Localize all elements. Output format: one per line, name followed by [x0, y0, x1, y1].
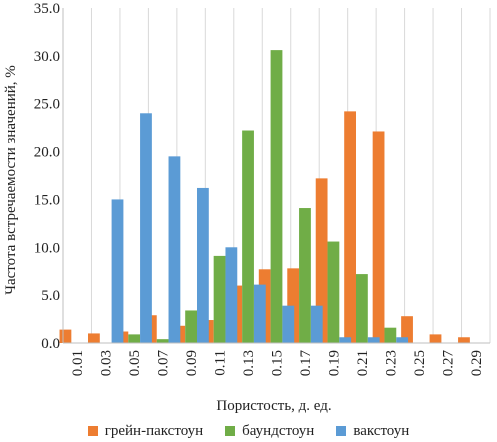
bar-series-0-cat-11 — [372, 131, 385, 343]
x-tick-label: 0.19 — [326, 350, 342, 376]
bar-series-2-cat-5 — [225, 247, 238, 343]
x-tick-label: 0.01 — [70, 350, 86, 376]
x-tick-labels: 0.01 0.03 0.05 0.07 0.09 0.11 0.13 0.15 0.17 0.19… — [70, 350, 485, 377]
bar-series-2-cat-4 — [197, 187, 209, 343]
y-axis-label: Частота встречаемости значений, % — [3, 65, 19, 295]
bar-series-2-cat-2 — [140, 113, 152, 344]
bar-series-1-cat-2 — [128, 334, 141, 343]
bars — [59, 50, 470, 344]
legend-swatch-grain-packstone — [87, 426, 98, 436]
y-tick-label: 0.0 — [41, 336, 60, 352]
bar-series-2-cat-3 — [168, 156, 181, 343]
bar-series-2-cat-6 — [253, 284, 266, 343]
x-axis-label: Пористость, д. ед. — [216, 398, 331, 414]
bar-series-1-cat-10 — [356, 274, 368, 343]
y-tick-label: 10.0 — [34, 240, 60, 256]
bar-series-0-cat-13 — [429, 334, 442, 343]
bar-series-1-cat-3 — [156, 339, 169, 343]
y-tick-label: 15.0 — [34, 192, 60, 208]
x-tick-label: 0.11 — [213, 350, 229, 376]
bar-series-0-cat-12 — [401, 316, 413, 343]
legend-label-grain-packstone: грейн-пакстоун — [104, 422, 204, 439]
legend-item-wackestone: вакстоун — [336, 423, 409, 440]
bar-series-2-cat-7 — [282, 305, 295, 343]
y-tick-label: 25.0 — [34, 97, 60, 113]
x-tick-label: 0.17 — [298, 350, 314, 377]
bar-series-0-cat-0 — [59, 329, 72, 343]
bar-series-2-cat-1 — [111, 199, 124, 343]
x-tick-label: 0.07 — [156, 350, 172, 377]
bar-series-1-cat-11 — [384, 327, 397, 343]
x-tick-label: 0.05 — [127, 350, 143, 376]
x-tick-label: 0.03 — [99, 350, 115, 376]
legend-item-boundstone: баундстоун — [225, 423, 314, 440]
bar-series-1-cat-9 — [327, 241, 340, 343]
bar-series-1-cat-8 — [299, 208, 311, 343]
y-tick-label: 35.0 — [34, 1, 60, 17]
y-tick-label: 5.0 — [41, 288, 60, 304]
legend-label-boundstone: баундстоун — [242, 422, 315, 439]
legend-swatch-boundstone — [225, 426, 236, 436]
bar-series-1-cat-7 — [270, 50, 283, 343]
x-tick-label: 0.15 — [270, 350, 286, 376]
axes — [62, 8, 490, 344]
x-tick-label: 0.27 — [440, 350, 456, 377]
bar-series-1-cat-5 — [213, 255, 226, 343]
y-tick-label: 30.0 — [34, 49, 60, 65]
chart: 0.05.010.015.020.025.030.035.0 0.01 0.03 0… — [3, 1, 491, 414]
bar-series-0-cat-10 — [344, 111, 356, 343]
legend-swatch-wackestone — [336, 426, 347, 436]
bar-series-1-cat-6 — [242, 130, 254, 343]
legend-item-grain-packstone: грейн-пакстоун — [87, 422, 204, 440]
bar-series-2-cat-9 — [339, 337, 352, 343]
x-tick-label: 0.25 — [412, 350, 428, 376]
bar-series-1-cat-4 — [185, 310, 197, 343]
bar-series-2-cat-11 — [396, 337, 409, 343]
x-tick-label: 0.29 — [469, 350, 485, 376]
y-tick-label: 20.0 — [34, 145, 60, 161]
bar-series-2-cat-10 — [367, 337, 380, 343]
bar-series-0-cat-1 — [88, 333, 100, 343]
x-tick-label: 0.23 — [383, 350, 399, 376]
x-tick-label: 0.09 — [184, 350, 200, 376]
y-tick-labels: 0.0 5.0 10.0 15.0 20.0 25.0 30.0 35.0 — [34, 1, 60, 352]
x-tick-label: 0.21 — [355, 350, 371, 376]
bar-series-0-cat-9 — [315, 178, 328, 343]
x-tick-label: 0.13 — [241, 350, 257, 376]
legend-label-wackestone: вакстоун — [353, 422, 410, 439]
bar-series-0-cat-14 — [458, 337, 470, 343]
bar-series-2-cat-8 — [310, 305, 323, 343]
legend: грейн-пакстоун баундстоун вакстоун — [0, 421, 497, 441]
